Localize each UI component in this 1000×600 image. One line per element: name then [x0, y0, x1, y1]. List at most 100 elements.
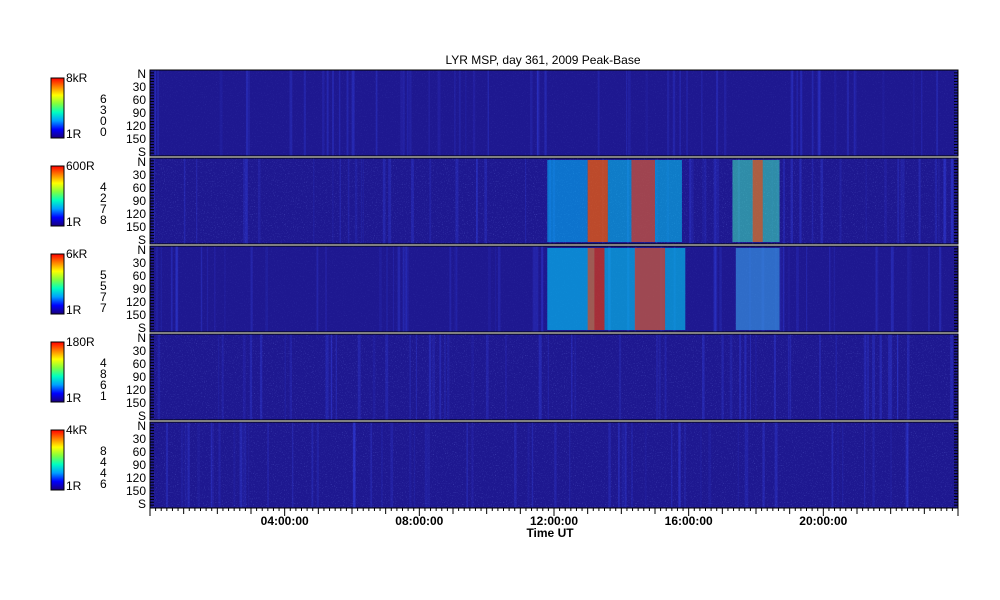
panel-streak — [672, 70, 676, 156]
emission-band — [634, 248, 666, 330]
panel-streak — [950, 158, 954, 244]
panel-streak — [796, 70, 799, 156]
colorbar-max-label: 6kR — [66, 247, 88, 261]
panel-streak — [866, 334, 869, 420]
panel-streak — [912, 70, 915, 156]
panel-streak — [817, 70, 821, 156]
y-tick-label: 60 — [133, 181, 147, 195]
panel-streak — [184, 422, 187, 508]
panel-streak — [882, 70, 885, 156]
panel-streak — [624, 422, 627, 508]
panel-side-digit: 4 — [100, 455, 107, 469]
colorbar-min-label: 1R — [66, 391, 82, 405]
panel-streak — [890, 422, 892, 508]
panel-streak — [325, 246, 328, 332]
panel-streak — [811, 158, 814, 244]
panel-streak — [905, 422, 909, 508]
panel-streak — [455, 158, 457, 244]
panel-streak — [863, 334, 867, 420]
panel-streak — [906, 422, 909, 508]
panel-streak — [224, 246, 226, 332]
x-tick-label: 08:00:00 — [395, 514, 443, 528]
panel-streak — [617, 422, 620, 508]
panel-streak — [248, 70, 250, 156]
panel-streak — [154, 70, 157, 156]
panel-streak — [514, 422, 517, 508]
panel-streak — [820, 158, 824, 244]
panel-streak — [723, 70, 727, 156]
panel-streak — [729, 334, 733, 420]
panel-streak — [745, 422, 749, 508]
panel-streak — [627, 70, 631, 156]
panel-streak — [402, 246, 405, 332]
panel-streak — [175, 246, 179, 332]
panel-side-digit: 4 — [100, 466, 107, 480]
y-tick-label: 30 — [133, 432, 147, 446]
y-tick-label: 30 — [133, 80, 147, 94]
panel-streak — [744, 334, 747, 420]
panel-streak — [303, 70, 306, 156]
panel-streak — [714, 246, 718, 332]
y-tick-label: 120 — [126, 383, 146, 397]
x-axis-label: Time UT — [526, 526, 574, 540]
panel-streak — [750, 334, 752, 420]
y-tick-label: 150 — [126, 484, 146, 498]
panel-noise — [150, 334, 958, 420]
panel-streak — [762, 422, 765, 508]
panel-streak — [259, 334, 263, 420]
panel-streak — [702, 158, 704, 244]
panel-streak — [265, 246, 268, 332]
panel-streak — [153, 158, 155, 244]
panel-streak — [239, 422, 243, 508]
panel-streak — [381, 422, 383, 508]
panel-streak — [872, 422, 875, 508]
panel-streak — [351, 70, 354, 156]
panel-side-digit: 5 — [100, 268, 107, 282]
panel-streak — [835, 334, 837, 420]
panel-streak — [936, 70, 939, 156]
y-tick-label: S — [138, 321, 146, 335]
panel-streak — [372, 334, 376, 420]
panel-streak — [907, 246, 910, 332]
panel-streak — [744, 422, 746, 508]
panel-streak — [409, 334, 412, 420]
panel-streak — [918, 158, 921, 244]
panel-streak — [465, 70, 467, 156]
panel-streak — [921, 70, 923, 156]
panel-streak — [812, 70, 814, 156]
panel-streak — [658, 334, 661, 420]
panel-streak — [157, 334, 160, 420]
panel-streak — [779, 246, 782, 332]
chart-title: LYR MSP, day 361, 2009 Peak-Base — [445, 53, 640, 67]
panel-streak — [362, 158, 364, 244]
colorbars-group: 8kR 1R 600R 1R 6kR 1R 180R 1R 4kR 1R — [50, 71, 95, 493]
panel-streak — [485, 334, 489, 420]
panel-streak — [221, 334, 224, 420]
panel-streak — [618, 334, 622, 420]
panel-side-digit: 8 — [100, 444, 107, 458]
panel-streak — [475, 158, 478, 244]
panel-streak — [218, 334, 220, 420]
panel-streak — [666, 70, 670, 156]
panel-streak — [257, 158, 261, 244]
panel-streak — [385, 334, 389, 420]
panel-streak — [755, 334, 757, 420]
panel-streak — [791, 70, 793, 156]
colorbar-gradient — [50, 429, 65, 491]
y-tick-label: 150 — [126, 220, 146, 234]
panel-streak — [547, 334, 549, 420]
panel-streak — [544, 70, 547, 156]
panel-streak — [242, 334, 246, 420]
panel-streak — [902, 158, 905, 244]
y-tick-label: N — [137, 155, 146, 169]
panel-streak — [938, 158, 940, 244]
panel-streak — [197, 422, 201, 508]
panel-streak — [175, 246, 178, 332]
panel-streak — [338, 70, 341, 156]
panel-streak — [702, 334, 705, 420]
panel-streak — [708, 422, 712, 508]
panel-streak — [218, 422, 221, 508]
colorbar-max-label: 4kR — [66, 423, 88, 437]
